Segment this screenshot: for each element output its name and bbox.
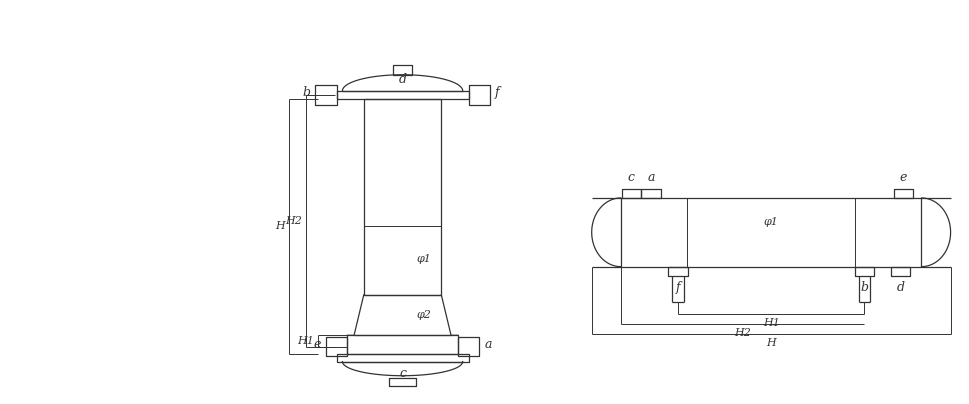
Text: c: c [627, 171, 634, 184]
Text: H: H [766, 338, 775, 348]
Text: φ2: φ2 [416, 310, 431, 320]
Text: b: b [302, 86, 310, 99]
Text: H2: H2 [734, 328, 750, 338]
Text: a: a [484, 338, 491, 351]
Text: φ1: φ1 [763, 217, 778, 227]
Text: d: d [398, 73, 406, 86]
Text: c: c [398, 367, 406, 380]
Text: a: a [646, 171, 654, 184]
Text: e: e [313, 338, 321, 351]
Text: f: f [675, 280, 679, 294]
Text: H1: H1 [762, 318, 779, 328]
Text: e: e [899, 171, 906, 184]
Text: φ1: φ1 [416, 254, 431, 263]
Text: f: f [494, 86, 499, 99]
Text: d: d [895, 280, 903, 294]
Text: b: b [860, 280, 867, 294]
Text: H: H [275, 221, 285, 231]
Text: H2: H2 [284, 216, 301, 226]
Text: H1: H1 [297, 336, 314, 346]
